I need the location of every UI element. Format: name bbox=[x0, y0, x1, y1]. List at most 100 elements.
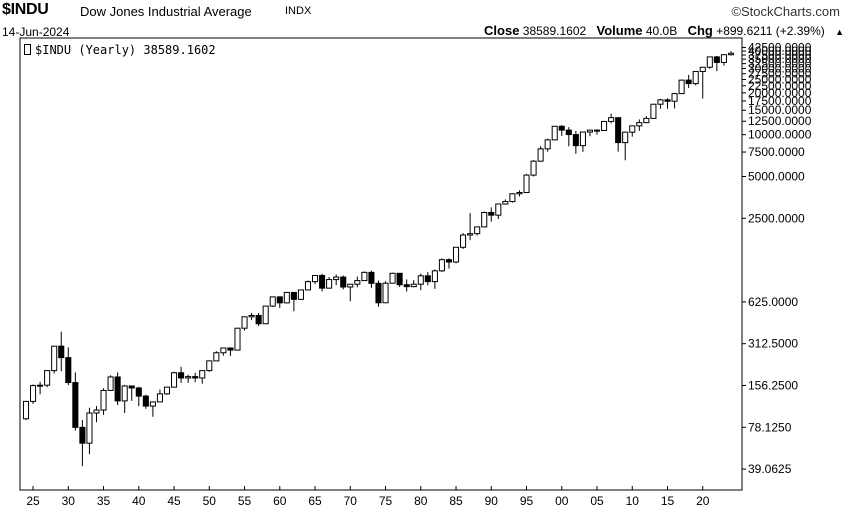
candle bbox=[502, 199, 509, 205]
candle-body bbox=[615, 117, 622, 144]
candle bbox=[30, 384, 37, 404]
x-tick-label: 85 bbox=[449, 494, 463, 508]
candle-body bbox=[213, 352, 220, 362]
y-tick-label: 22500.0000 bbox=[748, 79, 812, 93]
candle-body bbox=[304, 281, 312, 291]
candle bbox=[100, 388, 107, 415]
y-tick-label: 35000.0000 bbox=[748, 52, 812, 66]
candle bbox=[220, 347, 227, 356]
close-value: 38589.1602 bbox=[522, 24, 587, 38]
legend-candle-icon bbox=[24, 44, 31, 55]
candle-body bbox=[37, 384, 44, 387]
y-tick-label: 625.0000 bbox=[748, 295, 798, 309]
x-tick-label: 35 bbox=[97, 494, 111, 508]
x-tick-label: 40 bbox=[132, 494, 146, 508]
candle bbox=[509, 193, 516, 203]
candle bbox=[438, 258, 445, 272]
candle-body bbox=[156, 393, 163, 403]
candle-body bbox=[382, 282, 389, 304]
candle-body bbox=[206, 360, 213, 372]
candle bbox=[467, 213, 474, 241]
candle bbox=[431, 269, 438, 289]
candle-body bbox=[163, 386, 171, 395]
y-tick-label: 156.2500 bbox=[748, 378, 798, 392]
x-axis: 25 30 35 40 45 50 55 60 65 70 75 80 85 90 95 00 05 10 15 20 bbox=[26, 486, 710, 508]
candle-body bbox=[227, 347, 234, 351]
candle-body bbox=[495, 203, 502, 216]
candle-body bbox=[22, 400, 30, 420]
candle bbox=[51, 345, 58, 374]
chg-label: Chg bbox=[687, 23, 713, 38]
candle-body bbox=[199, 370, 206, 379]
candle bbox=[495, 203, 502, 220]
candle-body bbox=[171, 372, 178, 388]
candle-body bbox=[720, 54, 727, 63]
candle-body bbox=[467, 233, 474, 236]
candle bbox=[593, 129, 601, 135]
candle bbox=[410, 280, 417, 288]
candle bbox=[417, 273, 424, 291]
candle-body bbox=[149, 401, 156, 407]
candle-body bbox=[523, 174, 530, 194]
candle bbox=[474, 226, 481, 236]
candle bbox=[65, 347, 72, 386]
candle bbox=[255, 312, 262, 327]
candle-body bbox=[706, 56, 713, 68]
candle bbox=[142, 394, 149, 409]
candle bbox=[537, 146, 544, 162]
candle bbox=[657, 98, 664, 109]
x-tick-label: 65 bbox=[308, 494, 322, 508]
candle bbox=[643, 116, 650, 124]
candle bbox=[72, 372, 79, 431]
candle bbox=[262, 305, 269, 325]
candle bbox=[685, 74, 692, 88]
candle bbox=[22, 400, 30, 421]
candle bbox=[93, 406, 100, 423]
chg-value: +899.6211 (+2.39%) bbox=[716, 24, 825, 38]
candle-body bbox=[727, 52, 734, 56]
x-tick-label: 20 bbox=[696, 494, 710, 508]
candle bbox=[382, 281, 389, 304]
candle bbox=[650, 103, 657, 119]
candle-body bbox=[86, 412, 93, 444]
candle-body bbox=[481, 211, 488, 228]
x-tick-label: 75 bbox=[379, 494, 393, 508]
candle-body bbox=[276, 296, 283, 304]
candle-body bbox=[424, 275, 431, 283]
candle-body bbox=[297, 289, 304, 300]
y-tick-label: 40000.0000 bbox=[748, 44, 812, 58]
candle bbox=[347, 283, 354, 302]
y-tick-label: 27500.0000 bbox=[748, 67, 812, 81]
candle-body bbox=[657, 99, 664, 105]
candle bbox=[671, 92, 678, 109]
candle bbox=[163, 386, 171, 395]
brand-watermark: ©StockCharts.com bbox=[731, 4, 840, 19]
x-tick-label: 25 bbox=[26, 494, 40, 508]
candle bbox=[565, 127, 572, 147]
candle bbox=[304, 280, 312, 291]
candle bbox=[290, 291, 297, 312]
candle bbox=[37, 381, 44, 395]
candle bbox=[44, 370, 51, 388]
legend-label: $INDU (Yearly) 38589.1602 bbox=[35, 43, 216, 57]
y-tick-label: 37500.0000 bbox=[748, 48, 812, 62]
candle-body bbox=[135, 387, 142, 397]
candle bbox=[460, 233, 467, 250]
candle bbox=[135, 386, 142, 407]
candle-body bbox=[72, 382, 79, 428]
candle bbox=[58, 331, 65, 372]
candle bbox=[185, 374, 192, 383]
candle-body bbox=[417, 275, 424, 285]
y-tick-label: 32500.0000 bbox=[748, 57, 812, 71]
plot-frame bbox=[19, 37, 743, 491]
candle-body bbox=[311, 274, 319, 283]
candle bbox=[424, 272, 431, 286]
candle bbox=[121, 384, 128, 414]
candles bbox=[22, 50, 734, 467]
x-tick-label: 50 bbox=[203, 494, 217, 508]
candle-body bbox=[262, 305, 269, 325]
x-tick-label: 00 bbox=[555, 494, 569, 508]
candle-body bbox=[664, 99, 671, 102]
candle-body bbox=[142, 395, 149, 407]
candle-body bbox=[361, 271, 368, 282]
